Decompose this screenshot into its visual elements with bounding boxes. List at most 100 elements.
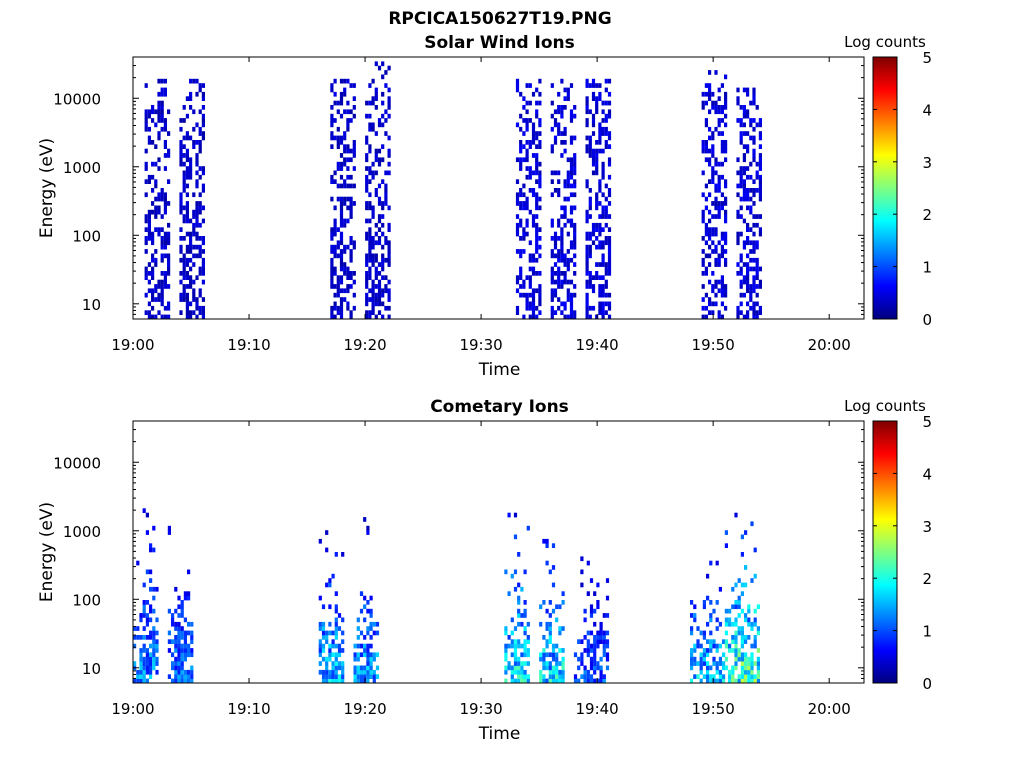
heatmap-cell xyxy=(190,665,194,671)
heatmap-cell xyxy=(160,253,164,259)
heatmap-cell xyxy=(331,630,335,636)
heatmap-cell xyxy=(144,148,148,154)
heatmap-cell xyxy=(167,525,171,531)
heatmap-cell xyxy=(330,105,334,110)
heatmap-cell xyxy=(157,292,161,298)
heatmap-cell xyxy=(734,648,738,653)
heatmap-cell xyxy=(605,630,610,636)
heatmap-cell xyxy=(607,214,612,219)
heatmap-cell xyxy=(339,183,344,189)
heatmap-cell xyxy=(601,305,605,311)
heatmap-cell xyxy=(144,236,148,241)
heatmap-cell xyxy=(591,161,596,167)
heatmap-cell xyxy=(192,292,196,298)
heatmap-cell xyxy=(739,279,743,285)
x-tick-label: 20:00 xyxy=(808,336,851,354)
heatmap-cell xyxy=(136,560,140,566)
heatmap-cell xyxy=(336,135,340,141)
heatmap-cell xyxy=(550,271,554,276)
heatmap-cell xyxy=(201,257,205,263)
heatmap-cell xyxy=(569,140,574,145)
heatmap-cell xyxy=(387,161,391,167)
heatmap-cell xyxy=(746,227,750,232)
heatmap-cell xyxy=(560,279,564,285)
heatmap-cell xyxy=(182,297,186,302)
heatmap-cell xyxy=(752,249,756,254)
heatmap-cell xyxy=(523,652,527,658)
heatmap-cell xyxy=(145,669,149,675)
heatmap-cell xyxy=(714,257,718,263)
heatmap-cell xyxy=(601,314,605,320)
heatmap-cell xyxy=(519,275,523,280)
heatmap-cell xyxy=(525,148,529,154)
heatmap-cell xyxy=(740,652,744,658)
heatmap-cell xyxy=(535,144,539,149)
heatmap-cell xyxy=(163,284,167,289)
heatmap-cell xyxy=(749,288,753,294)
heatmap-cell xyxy=(605,665,610,671)
heatmap-cell xyxy=(352,279,356,285)
heatmap-cell xyxy=(737,678,741,684)
heatmap-cell xyxy=(708,179,712,184)
heatmap-cell xyxy=(569,205,574,211)
heatmap-cell xyxy=(560,240,564,246)
heatmap-cell xyxy=(195,170,199,176)
heatmap-cell xyxy=(142,678,146,684)
heatmap-cell xyxy=(708,297,712,302)
heatmap-cell xyxy=(145,617,149,623)
heatmap-cell xyxy=(720,161,724,167)
heatmap-cell xyxy=(548,639,552,644)
heatmap-cell xyxy=(553,118,558,123)
heatmap-cell xyxy=(563,205,567,211)
heatmap-cell xyxy=(704,118,708,123)
heatmap-cell xyxy=(369,661,373,666)
heatmap-cell xyxy=(336,227,340,232)
heatmap-cell xyxy=(605,656,610,662)
heatmap-cell xyxy=(339,218,344,224)
heatmap-cell xyxy=(717,131,721,136)
heatmap-cell xyxy=(368,236,372,241)
heatmap-cell xyxy=(520,613,524,618)
heatmap-cell xyxy=(580,639,584,644)
heatmap-cell xyxy=(596,604,600,610)
heatmap-cell xyxy=(341,552,345,557)
heatmap-cell xyxy=(739,170,743,176)
heatmap-cell xyxy=(160,297,164,302)
heatmap-cell xyxy=(720,140,724,145)
heatmap-cell xyxy=(714,244,718,250)
heatmap-cell xyxy=(728,678,732,684)
heatmap-cell xyxy=(583,674,587,679)
heatmap-cell xyxy=(167,262,171,267)
heatmap-cell xyxy=(349,257,353,263)
x-tick-label: 19:00 xyxy=(111,336,154,354)
heatmap-cell xyxy=(189,275,193,280)
heatmap-cell xyxy=(504,648,508,653)
heatmap-cell xyxy=(557,179,561,184)
heatmap-cell xyxy=(563,279,567,285)
heatmap-cell xyxy=(598,244,602,250)
heatmap-cell xyxy=(504,678,508,684)
heatmap-cell xyxy=(352,166,356,171)
heatmap-cell xyxy=(550,314,554,320)
heatmap-cell xyxy=(174,586,178,592)
heatmap-cell xyxy=(149,661,153,666)
heatmap-cell xyxy=(701,144,705,149)
heatmap-cell xyxy=(371,310,375,315)
heatmap-cell xyxy=(155,648,159,653)
heatmap-cell xyxy=(349,209,353,215)
heatmap-cell xyxy=(174,678,178,684)
heatmap-cell xyxy=(561,661,565,666)
heatmap-cell xyxy=(711,131,715,136)
heatmap-cell xyxy=(724,236,728,241)
heatmap-cell xyxy=(526,661,530,666)
heatmap-cell xyxy=(352,183,356,189)
heatmap-cell xyxy=(744,669,748,675)
heatmap-cell xyxy=(569,209,574,215)
heatmap-cell xyxy=(539,621,543,627)
heatmap-cell xyxy=(589,665,594,671)
heatmap-cell xyxy=(595,244,599,250)
heatmap-cell xyxy=(144,275,148,280)
heatmap-cell xyxy=(133,643,137,649)
heatmap-cell xyxy=(179,292,183,298)
